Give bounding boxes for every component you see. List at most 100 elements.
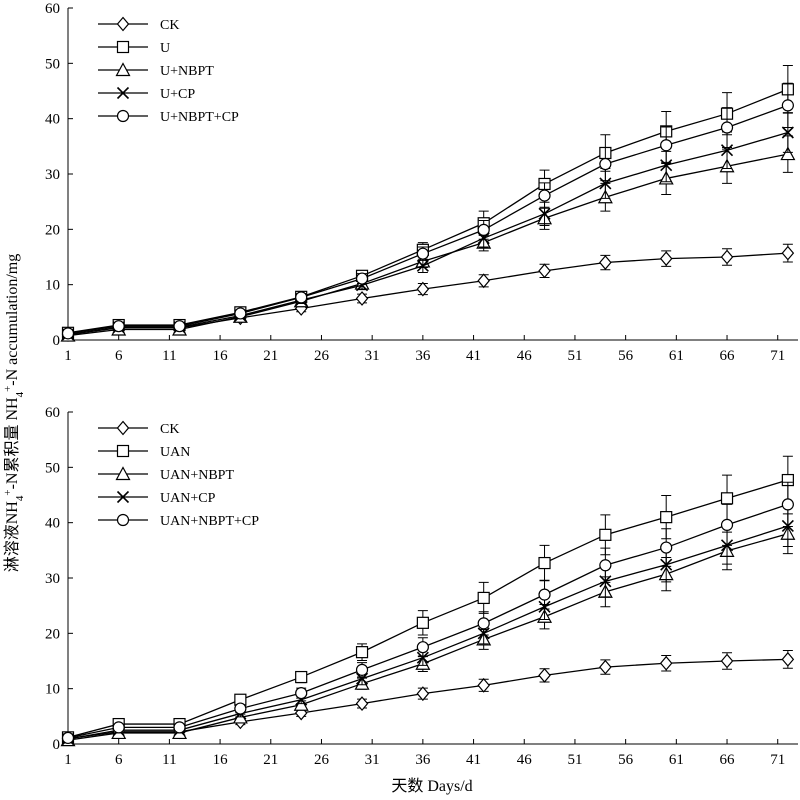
data-point-circle: [295, 686, 308, 700]
legend-label: CK: [160, 422, 179, 437]
legend-item: U+CP: [98, 86, 195, 102]
data-point-cross: [416, 651, 429, 664]
data-point-diamond: [781, 245, 795, 261]
top-x-tick-label: 11: [162, 348, 176, 364]
top-x-tick-label: 26: [314, 348, 330, 364]
top-y-tick-label: 50: [45, 56, 60, 72]
data-point-circle: [355, 272, 369, 285]
data-point-circle: [599, 559, 612, 572]
data-point-square: [355, 646, 369, 659]
legend-item: U+NBPT+CP: [98, 109, 239, 125]
bottom-x-tick-label: 56: [618, 752, 634, 768]
bottom-y-tick-label: 60: [45, 405, 60, 421]
data-point-square: [477, 591, 490, 605]
top-x-tick-label: 51: [567, 348, 582, 364]
top-y-tick-label: 60: [45, 1, 60, 17]
data-point-diamond: [659, 655, 673, 671]
bottom-x-tick-label: 11: [162, 752, 176, 768]
bottom-series-uan-nbpt-cp: [61, 481, 794, 745]
legend-label: U+CP: [160, 87, 195, 102]
legend-label: U+NBPT: [160, 64, 214, 79]
bottom-legend: CK UAN UAN+NBPT UAN+CP UAN+NBPT+CP: [98, 420, 259, 529]
legend-marker-diamond: [116, 16, 130, 32]
top-legend: CK U U+NBPT U+CP U+NBPT+CP: [98, 16, 239, 125]
data-point-diamond: [720, 249, 734, 265]
data-point-circle: [720, 121, 734, 134]
data-point-circle: [112, 320, 125, 333]
data-point-circle: [61, 327, 75, 340]
legend-marker-diamond: [116, 420, 130, 436]
legend-label: CK: [160, 18, 179, 33]
data-point-diamond: [355, 291, 369, 306]
legend-item: UAN+NBPT+CP: [98, 513, 259, 529]
bottom-y-tick-label: 50: [45, 460, 60, 476]
legend-label: U+NBPT+CP: [160, 110, 239, 125]
legend-item: UAN: [98, 444, 190, 460]
series-line: [67, 104, 789, 335]
data-point-diamond: [659, 251, 673, 267]
legend-item: UAN+NBPT: [98, 466, 234, 483]
bottom-x-tick-label: 1: [64, 752, 72, 768]
data-point-circle: [477, 617, 490, 630]
legend-marker-circle: [116, 109, 130, 123]
data-point-cross: [599, 177, 612, 190]
data-point-circle: [660, 139, 673, 152]
top-y-tick-label: 20: [45, 222, 60, 238]
data-point-diamond: [599, 659, 612, 675]
data-point-cross: [538, 207, 551, 220]
legend-marker-cross: [116, 490, 130, 504]
series-line: [67, 88, 789, 334]
bottom-x-tick-label: 66: [720, 752, 736, 768]
legend-item: UAN+CP: [98, 490, 216, 506]
top-x-tick-label: 21: [263, 348, 278, 364]
top-x-tick-label: 46: [517, 348, 533, 364]
bottom-x-tick-label: 31: [365, 752, 380, 768]
top-x-tick-label: 61: [669, 348, 684, 364]
top-series-u-cp: [61, 112, 794, 341]
data-point-square: [599, 528, 612, 541]
data-point-square: [660, 511, 673, 524]
data-point-diamond: [599, 255, 612, 270]
data-point-circle: [660, 541, 673, 554]
top-y-tick-label: 10: [45, 278, 60, 294]
bottom-series-uan-nbpt: [60, 513, 796, 747]
top-x-tick-label: 6: [115, 348, 123, 364]
legend-label: UAN+NBPT: [160, 468, 234, 483]
top-x-tick-label: 56: [618, 348, 634, 364]
data-point-circle: [112, 721, 125, 734]
top-x-tick-label: 66: [720, 348, 736, 364]
top-y-tick-label: 40: [45, 112, 60, 128]
top-x-tick-label: 71: [770, 348, 785, 364]
data-point-cross: [416, 259, 429, 272]
data-point-circle: [538, 189, 551, 202]
bottom-y-tick-label: 20: [45, 626, 60, 642]
legend-item: U+NBPT: [98, 62, 214, 79]
data-point-circle: [234, 702, 247, 715]
legend-item: CK: [98, 16, 179, 33]
legend-label: UAN+CP: [160, 491, 216, 506]
data-point-diamond: [416, 686, 430, 702]
data-point-diamond: [781, 651, 795, 667]
legend-marker-square: [116, 40, 130, 54]
data-point-square: [720, 492, 734, 505]
series-line: [67, 533, 789, 741]
legend-marker-circle: [116, 513, 130, 527]
bottom-x-tick-label: 6: [115, 752, 123, 768]
legend-marker-cross: [116, 86, 130, 100]
bottom-y-tick-label: 10: [45, 682, 60, 698]
series-line: [67, 131, 789, 336]
legend-marker-triangle: [115, 62, 131, 77]
bottom-y-tick-label: 30: [45, 571, 60, 587]
bottom-x-tick-label: 46: [517, 752, 533, 768]
bottom-x-tick-label: 36: [415, 752, 431, 768]
top-x-tick-label: 41: [466, 348, 481, 364]
legend-marker-triangle: [115, 466, 131, 481]
data-point-cross: [660, 159, 673, 172]
data-point-circle: [355, 663, 369, 676]
data-point-diamond: [538, 667, 551, 683]
data-point-circle: [477, 223, 490, 236]
data-point-triangle: [780, 146, 796, 161]
data-point-diamond: [355, 696, 369, 712]
top-series-u-nbpt-cp: [61, 82, 794, 340]
bottom-x-tick-label: 61: [669, 752, 684, 768]
